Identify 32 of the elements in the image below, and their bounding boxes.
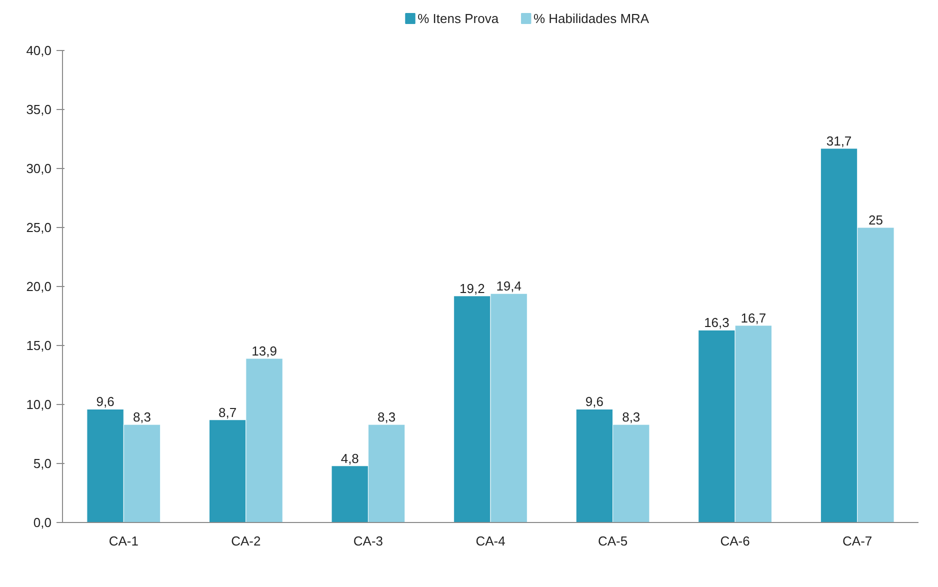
x-tick-label: CA-2 (231, 534, 261, 548)
y-tick-label: 15,0 (26, 338, 52, 353)
data-label: 16,7 (740, 310, 766, 326)
data-label: 19,2 (460, 280, 485, 296)
x-tick-label: CA-1 (108, 534, 138, 548)
data-label: 19,4 (496, 278, 522, 294)
y-tick-label: 5,0 (33, 456, 52, 471)
x-tick-label: CA-3 (353, 534, 384, 548)
legend-label: % Habilidades MRA (533, 11, 650, 26)
data-label: 9,6 (96, 394, 114, 410)
x-tick-label: CA-6 (720, 534, 750, 548)
data-label: 8,3 (622, 410, 640, 425)
x-tick-label: CA-4 (476, 534, 506, 548)
x-tick-label: CA-7 (842, 534, 872, 548)
y-tick-label: 10,0 (26, 397, 52, 412)
data-label: 13,9 (252, 343, 277, 358)
data-label: 25 (868, 212, 883, 228)
legend-label: % Itens Prova (418, 11, 500, 26)
y-tick-label: 20,0 (26, 279, 52, 294)
data-label: 8,7 (218, 404, 237, 420)
y-tick-label: 40,0 (26, 43, 52, 58)
data-label: 31,7 (826, 133, 852, 148)
data-label: 4,8 (340, 450, 359, 466)
y-tick-label: 35,0 (26, 102, 52, 117)
data-label: 8,3 (132, 410, 152, 425)
data-label: 8,3 (378, 410, 396, 425)
y-tick-label: 25,0 (26, 220, 52, 235)
y-tick-label: 0,0 (33, 515, 52, 530)
x-tick-label: CA-5 (598, 534, 628, 548)
data-label: 9,6 (585, 394, 604, 410)
data-label: 16,3 (704, 315, 730, 330)
y-tick-label: 30,0 (26, 161, 52, 176)
